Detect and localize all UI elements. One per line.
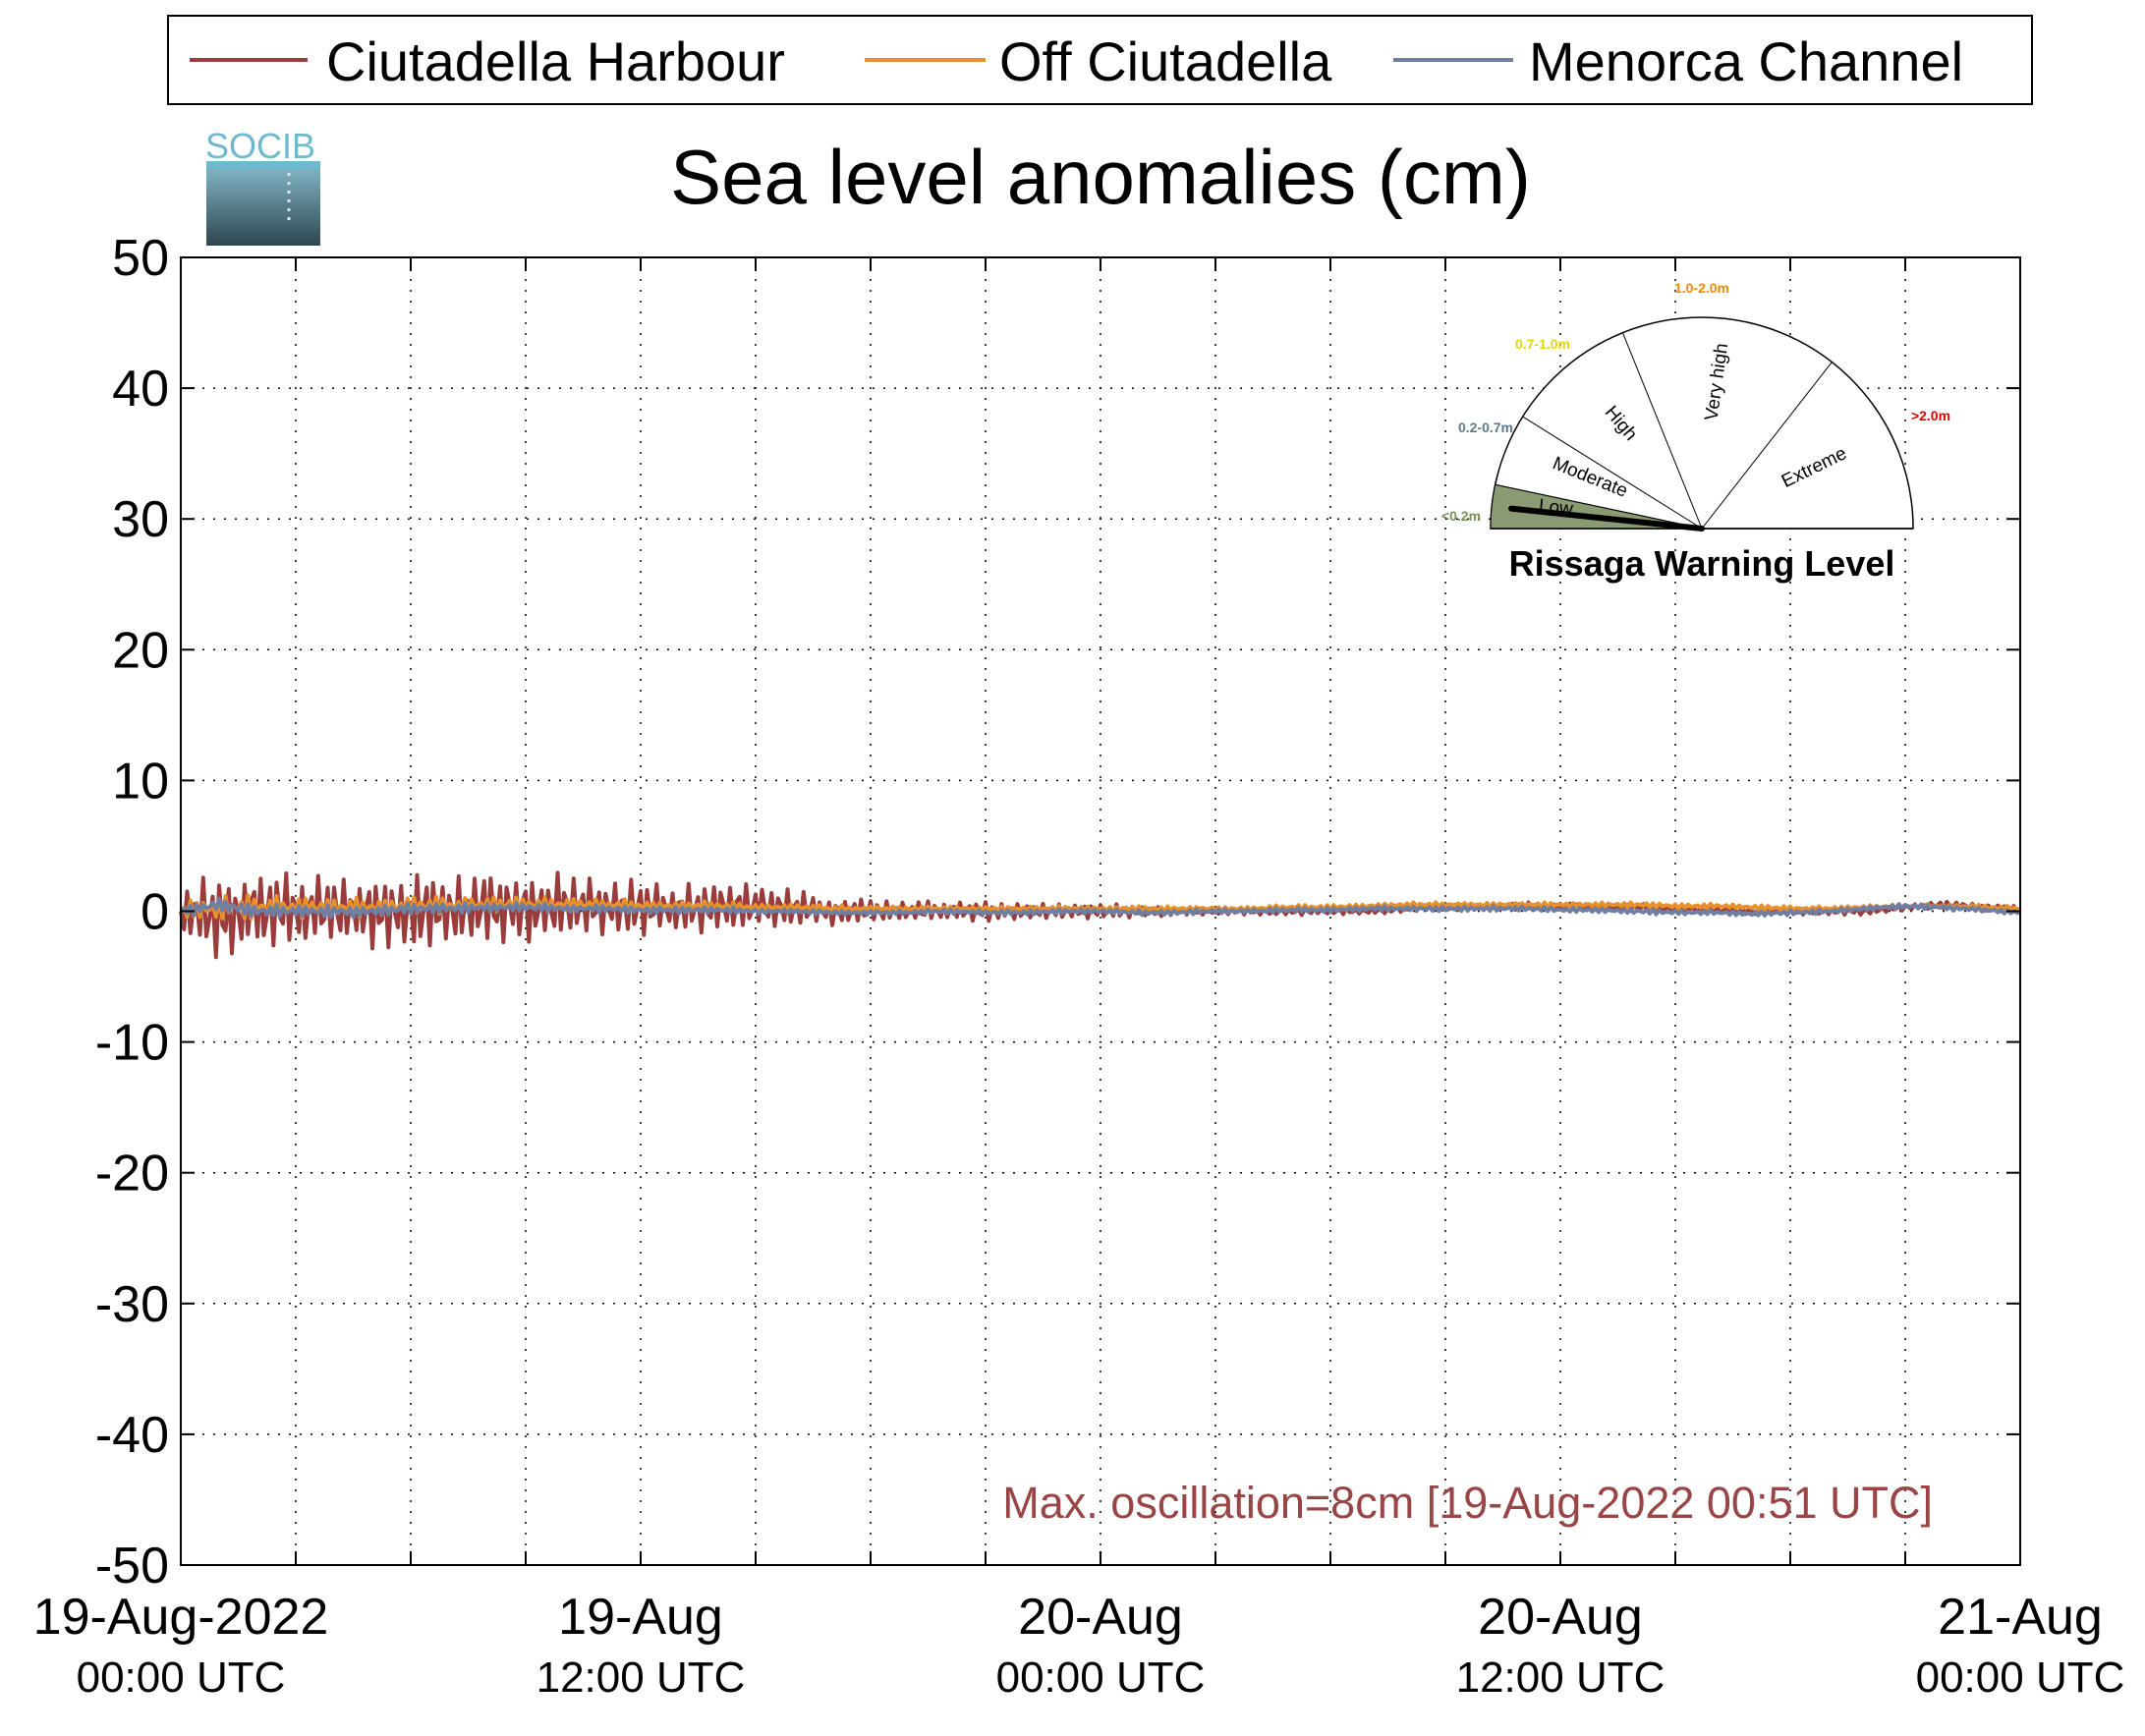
y-tick-label: -30 [95, 1276, 169, 1333]
gauge-range-label: 1.0-2.0m [1674, 280, 1729, 296]
gauge-range-label: <0.2m [1441, 508, 1481, 524]
max-oscillation-annotation: Max. oscillation=8cm [19-Aug-2022 00:51 … [1002, 1478, 1933, 1528]
x-tick-label-time: 12:00 UTC [536, 1653, 746, 1702]
gauge-range-label: >2.0m [1911, 408, 1950, 423]
x-tick-label-date: 19-Aug [558, 1589, 723, 1646]
y-tick-label: 20 [112, 622, 169, 679]
gauge-divider [1701, 362, 1833, 530]
x-tick-label-date: 21-Aug [1938, 1589, 2103, 1646]
socib-logo: SOCIB [205, 126, 320, 246]
gauge-outline [1490, 316, 1914, 530]
legend-box [167, 15, 2033, 105]
gauge-needle [1508, 505, 1705, 532]
x-tick-label-date: 19-Aug-2022 [33, 1589, 329, 1646]
y-tick-label: 30 [112, 491, 169, 548]
series-line-menorca-channel [179, 896, 2021, 920]
gauge-range-label: 0.7-1.0m [1515, 336, 1570, 352]
x-tick-label-time: 00:00 UTC [996, 1653, 1206, 1702]
logo-bar [206, 161, 320, 169]
y-axis-ticks: 50 40 30 20 10 0 -10 -20 -30 -40 -50 [95, 230, 2020, 1595]
series-lines [179, 870, 2022, 960]
legend: Ciutadella Harbour Off Ciutadella Menorc… [167, 15, 2033, 105]
gauge-title: Rissaga Warning Level [1509, 543, 1895, 584]
gauge-range-label: 0.2-0.7m [1458, 420, 1513, 435]
chart-title: Sea level anomalies (cm) [670, 134, 1531, 220]
x-tick-label-date: 20-Aug [1018, 1589, 1183, 1646]
x-axis-ticks: 19-Aug-2022 00:00 UTC 19-Aug 12:00 UTC 20-Au… [33, 257, 2125, 1702]
y-tick-label: 10 [112, 753, 169, 810]
logo-block [206, 169, 320, 246]
y-tick-label: -50 [95, 1538, 169, 1595]
x-tick-label-time: 12:00 UTC [1456, 1653, 1665, 1702]
series-line-off-ciutadella [179, 893, 2021, 921]
legend-label-ciutadella-harbour: Ciutadella Harbour [326, 30, 785, 92]
y-tick-label: -40 [95, 1407, 169, 1464]
gauge-divider [1621, 332, 1703, 530]
gauge-divider [1495, 483, 1703, 530]
x-tick-label-time: 00:00 UTC [77, 1653, 286, 1702]
x-tick-label-time: 00:00 UTC [1916, 1653, 2125, 1702]
y-tick-label: 0 [141, 884, 169, 941]
logo-text: SOCIB [205, 126, 315, 166]
gauge-divider [1522, 416, 1703, 530]
x-tick-label-date: 20-Aug [1478, 1589, 1643, 1646]
y-tick-label: -20 [95, 1146, 169, 1203]
legend-label-off-ciutadella: Off Ciutadella [999, 30, 1332, 92]
y-tick-label: 50 [112, 230, 169, 287]
legend-label-menorca-channel: Menorca Channel [1529, 30, 1963, 92]
y-tick-label: -10 [95, 1015, 169, 1072]
y-tick-label: 40 [112, 361, 169, 418]
